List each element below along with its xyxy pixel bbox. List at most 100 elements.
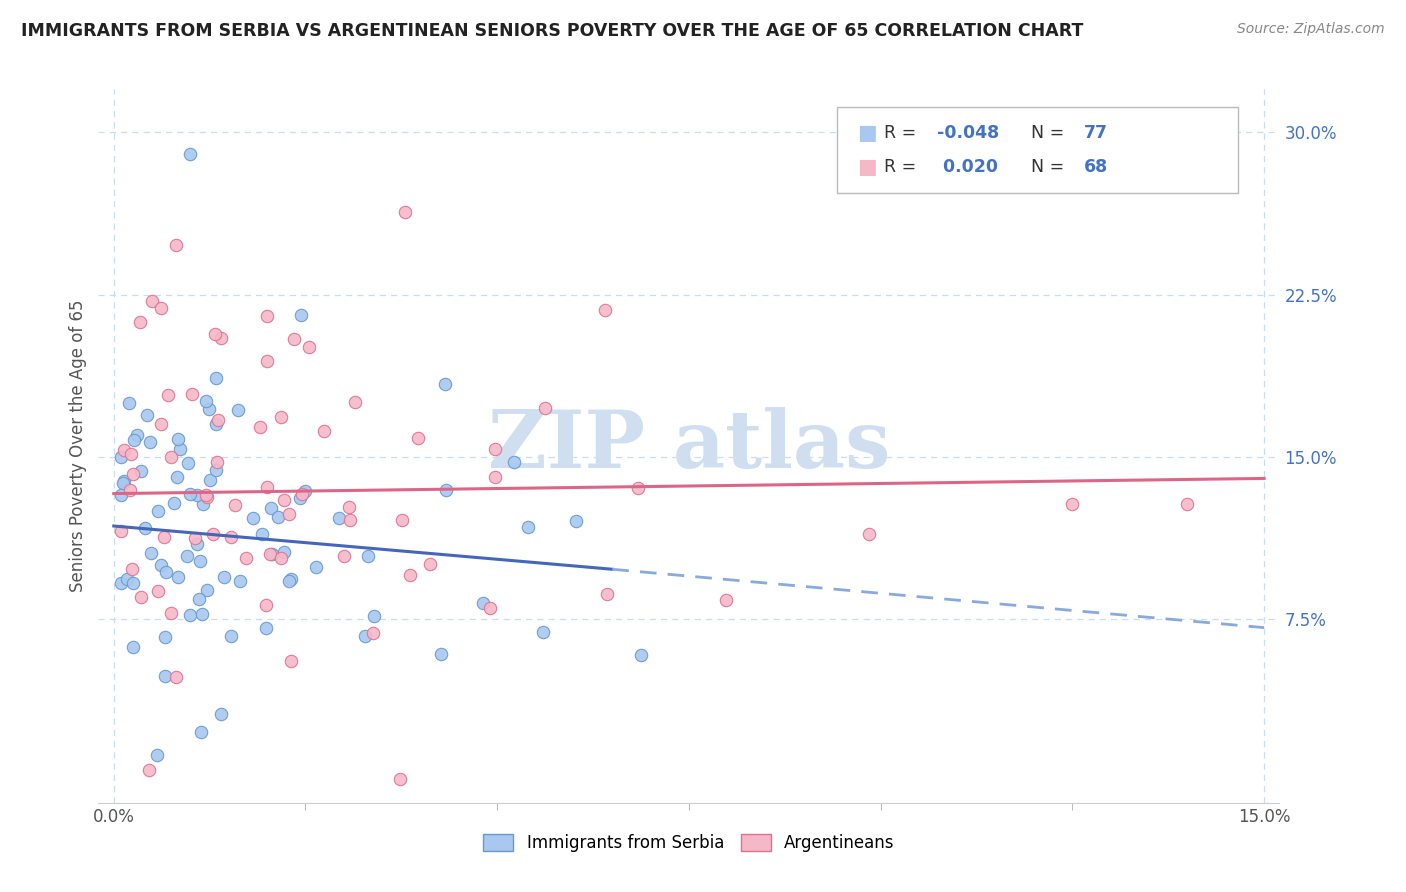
Point — [169, 442, 191, 456]
Point — [122, 433, 145, 447]
Point — [204, 326, 226, 341]
Point — [433, 376, 456, 391]
Point — [141, 294, 163, 309]
Point — [195, 583, 218, 598]
Point — [167, 433, 190, 447]
Point — [270, 410, 292, 425]
Point — [166, 470, 188, 484]
Point — [129, 315, 152, 329]
Point — [419, 557, 441, 571]
Point — [503, 455, 526, 469]
Point — [165, 670, 187, 684]
Point — [209, 706, 232, 721]
Text: Source: ZipAtlas.com: Source: ZipAtlas.com — [1237, 22, 1385, 37]
Point — [394, 205, 416, 219]
Point — [121, 562, 143, 576]
Point — [205, 463, 228, 477]
Point — [110, 488, 132, 502]
Point — [134, 521, 156, 535]
Point — [339, 513, 361, 527]
Point — [115, 573, 138, 587]
Point — [344, 395, 367, 409]
Point — [357, 549, 380, 563]
Point — [278, 574, 301, 588]
Point — [226, 403, 249, 417]
Point — [242, 511, 264, 525]
Point — [254, 621, 277, 635]
Text: ZIP atlas: ZIP atlas — [488, 407, 890, 485]
Point — [354, 629, 377, 643]
Point — [484, 469, 506, 483]
Point — [139, 546, 162, 560]
Point — [249, 420, 271, 434]
Point — [280, 573, 302, 587]
Text: 77: 77 — [1084, 124, 1108, 142]
Point — [472, 596, 495, 610]
Point — [110, 576, 132, 591]
Point — [146, 747, 169, 762]
Point — [205, 371, 228, 385]
Point — [221, 530, 243, 544]
Point — [256, 310, 278, 324]
Point — [328, 510, 350, 524]
Point — [406, 431, 429, 445]
Point — [858, 526, 880, 541]
Point — [280, 654, 302, 668]
Point — [714, 593, 737, 607]
Point — [363, 609, 385, 624]
Point — [297, 340, 319, 354]
Text: ■: ■ — [856, 157, 876, 178]
Point — [186, 537, 208, 551]
Point — [122, 640, 145, 654]
Point — [534, 401, 557, 415]
Point — [191, 607, 214, 621]
Point — [399, 568, 422, 582]
Point — [270, 551, 292, 566]
Point — [186, 488, 208, 502]
Point — [305, 559, 328, 574]
Point — [118, 483, 141, 497]
Point — [273, 492, 295, 507]
Point — [363, 625, 385, 640]
Point — [139, 435, 162, 450]
Point — [110, 524, 132, 539]
Point — [627, 481, 650, 495]
Point — [179, 608, 201, 623]
Point — [193, 497, 215, 511]
Point — [125, 428, 148, 442]
Point — [179, 487, 201, 501]
Point — [294, 484, 316, 499]
Point — [122, 576, 145, 591]
Point — [278, 507, 301, 521]
Y-axis label: Seniors Poverty Over the Age of 65: Seniors Poverty Over the Age of 65 — [69, 300, 87, 592]
Point — [198, 473, 221, 487]
Point — [166, 238, 188, 252]
Point — [153, 669, 176, 683]
Text: 0.020: 0.020 — [936, 158, 998, 176]
Point — [254, 598, 277, 612]
Text: R =: R = — [884, 158, 921, 176]
Point — [205, 455, 228, 469]
Point — [163, 496, 186, 510]
Point — [256, 480, 278, 494]
Point — [149, 558, 172, 572]
Text: R =: R = — [884, 124, 921, 142]
Point — [153, 630, 176, 644]
Point — [256, 354, 278, 368]
Point — [391, 513, 413, 527]
Point — [267, 510, 290, 524]
Point — [565, 514, 588, 528]
Point — [229, 574, 252, 588]
Point — [484, 442, 506, 457]
Point — [120, 447, 142, 461]
Point — [148, 584, 170, 599]
Point — [207, 413, 229, 427]
Point — [195, 490, 218, 504]
Legend: Immigrants from Serbia, Argentineans: Immigrants from Serbia, Argentineans — [477, 827, 901, 859]
Point — [209, 331, 232, 345]
Point — [260, 500, 283, 515]
Point — [291, 486, 314, 500]
Point — [290, 308, 312, 322]
Text: 68: 68 — [1084, 158, 1108, 176]
Point — [112, 475, 135, 490]
